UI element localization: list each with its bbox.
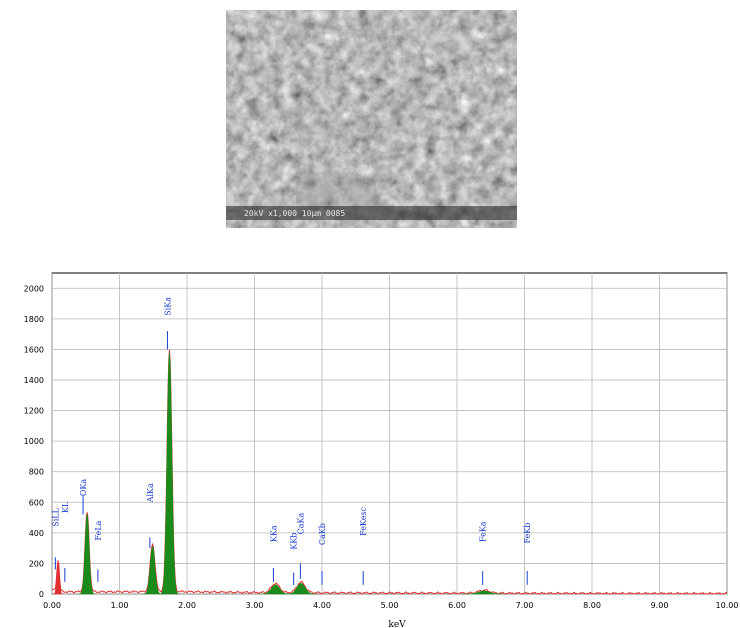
y-tick-label: 0 [39,590,44,599]
x-tick-label: 0.00 [43,601,61,610]
spectrum-peak [79,513,96,595]
peak-label: KKa [269,525,278,542]
y-tick-label: 2000 [24,284,44,293]
y-tick-label: 400 [29,529,44,538]
peak-label: KKb [290,533,299,550]
spectrum-peak [53,561,63,595]
scale-bar-strip [226,206,517,220]
micrograph-scale-text: 20kV x1,000 10µm 0085 [244,209,345,218]
peak-label: FeKb [523,523,532,544]
y-tick-label: 800 [29,468,44,477]
sem-micrograph: 20kV x1,000 10µm 0085 [226,10,517,228]
peak-label: FeKa [479,521,488,542]
peak-label: SiLL [51,507,60,526]
x-tick-label: 6.00 [448,601,466,610]
peak-label: FeKesc [359,506,368,535]
x-tick-label: 9.00 [651,601,669,610]
spectrum-peaks [53,352,506,595]
y-tick-label: 1400 [24,376,44,385]
peak-label: CaKa [296,513,305,535]
x-tick-label: 1.00 [111,601,129,610]
x-axis-label: keV [388,620,406,628]
x-tick-label: 2.00 [178,601,196,610]
spectrum-peak [143,546,162,595]
spectrum-peak [159,352,180,595]
x-tick-label: 5.00 [381,601,399,610]
spectrum-peak [284,582,318,595]
peak-label: AlKa [146,483,155,503]
peak-label: KL [61,501,70,513]
x-tick-label: 10.00 [716,601,739,610]
grid-lines [51,273,728,595]
peak-label: FeLa [94,520,103,540]
y-tick-label: 1600 [24,345,44,354]
peak-label: SiKa [163,297,172,316]
spectrum-peak [462,590,506,595]
micrograph-image: 20kV x1,000 10µm 0085 [226,10,517,228]
y-tick-label: 1800 [24,315,44,324]
peak-label: CaKb [318,523,327,545]
y-tick-label: 200 [29,559,44,568]
y-tick-label: 1000 [24,437,44,446]
peak-label: OKa [79,479,88,497]
x-axis-ticks: 0.00 1.00 2.00 3.00 4.00 5.00 6.00 7.00 8.00 9.00… [43,601,738,610]
x-tick-label: 8.00 [583,601,601,610]
x-tick-label: 3.00 [246,601,264,610]
y-tick-label: 600 [29,498,44,507]
x-tick-label: 4.00 [313,601,331,610]
y-tick-label: 1200 [24,407,44,416]
x-tick-label: 7.00 [516,601,534,610]
y-axis-ticks: 0 200 400 600 800 1000 1200 1400 1600 1800 2000 [24,284,44,599]
